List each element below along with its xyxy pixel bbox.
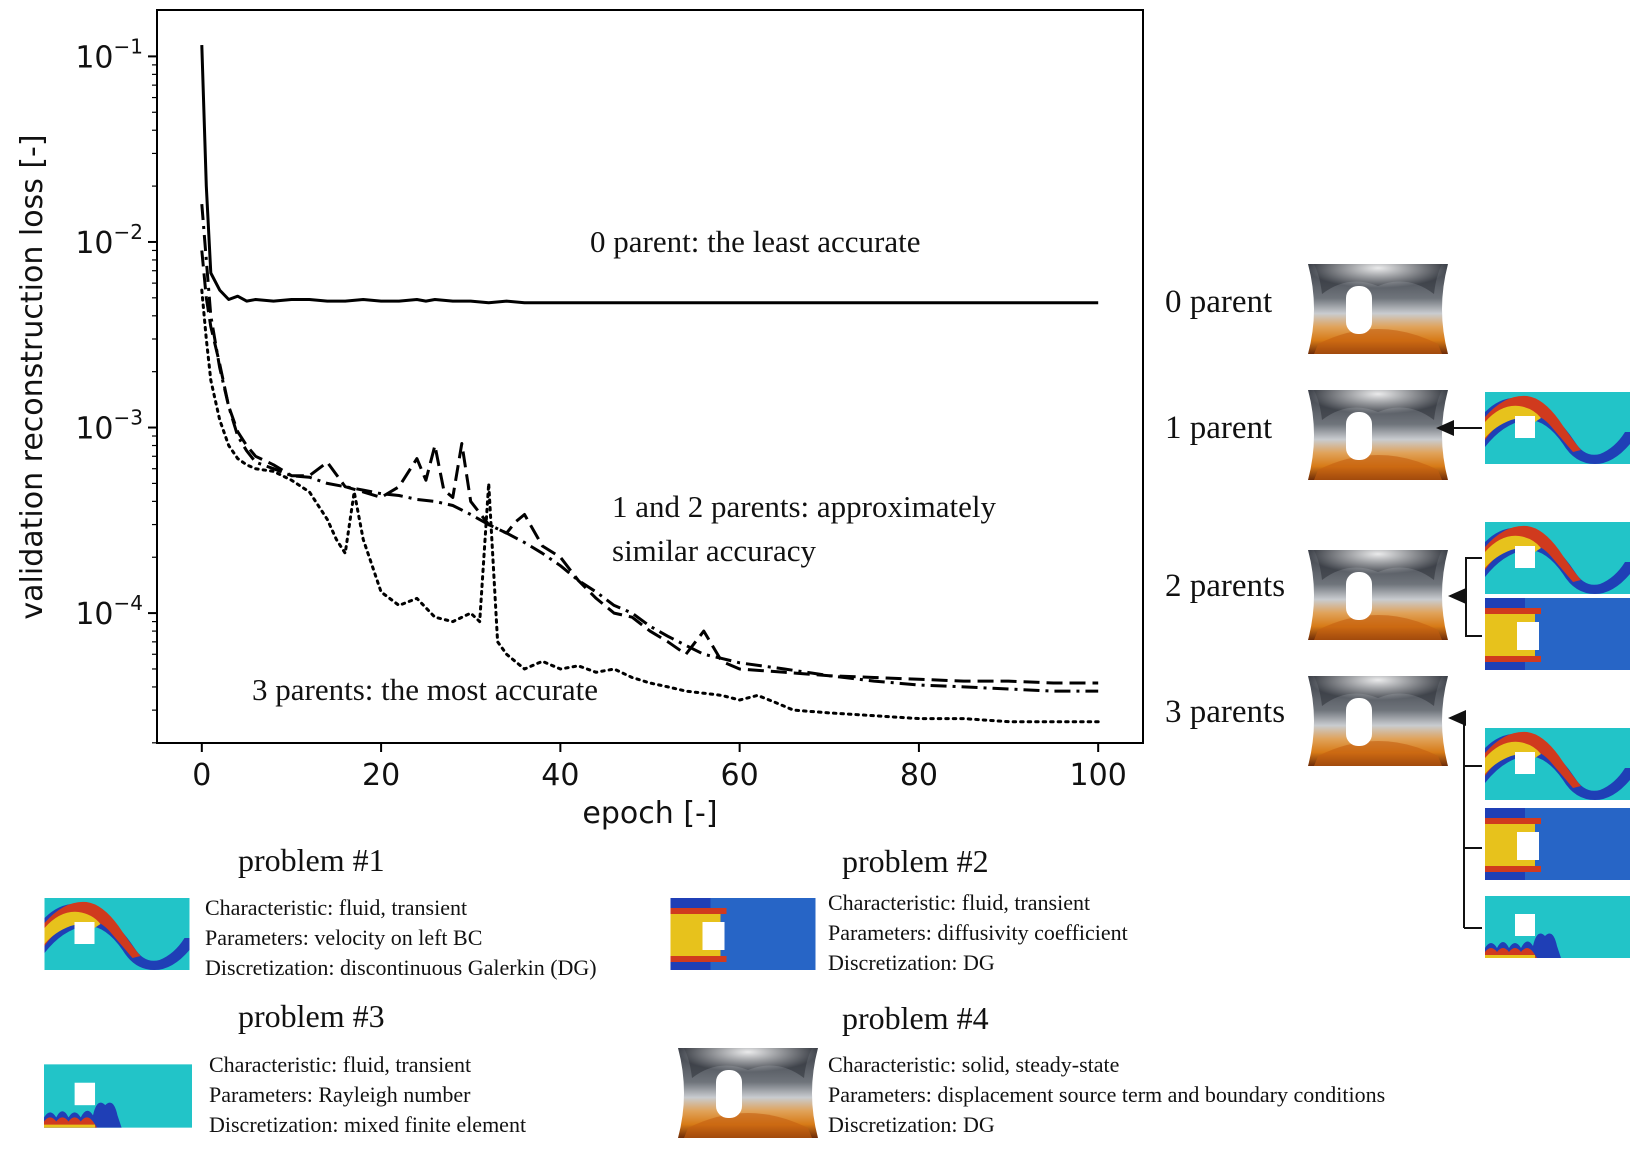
- problem-1-characteristic: Characteristic: fluid, transient: [205, 895, 468, 920]
- problem-2-discretization: Discretization: DG: [828, 950, 995, 975]
- problem-2-title: problem #2: [842, 843, 989, 879]
- problem-3-discretization: Discretization: mixed finite element: [209, 1112, 527, 1137]
- problem-3-parameters: Parameters: Rayleigh number: [209, 1082, 471, 1107]
- solid-thumb-row0: [1308, 264, 1448, 354]
- problem-1-details: Characteristic: fluid, transient Paramet…: [205, 893, 597, 983]
- problem-3-characteristic: Characteristic: fluid, transient: [209, 1052, 472, 1077]
- problem-2-details: Characteristic: fluid, transient Paramet…: [828, 888, 1128, 978]
- series-layer: [200, 45, 1100, 724]
- y-tick-label: 10−1: [75, 34, 143, 75]
- problem-4-characteristic: Characteristic: solid, steady-state: [828, 1052, 1120, 1077]
- row-label-3-parents: 3 parents: [1165, 694, 1286, 730]
- p1-thumb-row1: [1485, 392, 1630, 464]
- series-line-solid: [200, 45, 1099, 305]
- problem-4-parameters: Parameters: displacement source term and…: [828, 1082, 1386, 1107]
- x-tick-label: 20: [362, 758, 400, 793]
- problem-2-thumb: [670, 898, 816, 970]
- problem-2-parameters: Parameters: diffusivity coefficient: [828, 920, 1128, 945]
- x-tick-label: 100: [1070, 758, 1127, 793]
- annotation-0-parent: 0 parent: the least accurate: [590, 224, 921, 259]
- problem-1-title: problem #1: [238, 842, 385, 878]
- problem-3-thumb: [44, 1064, 192, 1128]
- p2-thumb-row2: [1485, 598, 1630, 670]
- problem-3-details: Characteristic: fluid, transient Paramet…: [209, 1050, 526, 1140]
- axis-ticks: 0 20 40 60 80 100 10−1 10−2 10−3 10−4: [75, 34, 1126, 793]
- problem-1-thumb: [44, 898, 190, 970]
- p1-thumb-row3: [1485, 728, 1630, 800]
- y-tick-label: 10−3: [75, 406, 143, 447]
- row-label-0-parent: 0 parent: [1165, 284, 1273, 320]
- series-line-dotted: [200, 288, 1100, 724]
- p2-thumb-row3: [1485, 808, 1630, 880]
- y-axis-label: validation reconstruction loss [-]: [15, 134, 50, 619]
- solid-thumb-row3: [1308, 676, 1448, 766]
- x-tick-label: 40: [541, 758, 579, 793]
- x-tick-label: 0: [192, 758, 211, 793]
- problem-4-discretization: Discretization: DG: [828, 1112, 995, 1137]
- problem-2-characteristic: Characteristic: fluid, transient: [828, 890, 1091, 915]
- row-label-1-parent: 1 parent: [1165, 410, 1273, 446]
- y-tick-label: 10−2: [75, 220, 143, 261]
- problem-4-title: problem #4: [842, 1000, 989, 1036]
- problem-3-title: problem #3: [238, 998, 385, 1034]
- plot-frame: [156, 9, 1144, 744]
- annotation-1-2-parents-line1: 1 and 2 parents: approximately: [612, 489, 996, 524]
- problem-1-parameters: Parameters: velocity on left BC: [205, 925, 483, 950]
- x-tick-label: 80: [900, 758, 938, 793]
- x-axis-label: epoch [-]: [582, 796, 717, 831]
- problem-4-details: Characteristic: solid, steady-state Para…: [828, 1050, 1385, 1140]
- solid-thumb-row2: [1308, 550, 1448, 640]
- series-line-dashed: [200, 250, 1099, 685]
- row-label-2-parents: 2 parents: [1165, 568, 1286, 604]
- solid-thumb-row1: [1308, 390, 1448, 480]
- annotation-3-parents: 3 parents: the most accurate: [252, 672, 599, 707]
- annotation-1-2-parents-line2: similar accuracy: [612, 533, 816, 568]
- y-tick-label: 10−4: [75, 591, 143, 632]
- series-line-dashdot: [200, 203, 1099, 693]
- p1-thumb-row2: [1485, 522, 1630, 594]
- p3-thumb-row3: [1485, 896, 1630, 958]
- problem-1-discretization: Discretization: discontinuous Galerkin (…: [205, 955, 597, 980]
- x-tick-label: 60: [721, 758, 759, 793]
- problem-4-thumb: [678, 1048, 818, 1138]
